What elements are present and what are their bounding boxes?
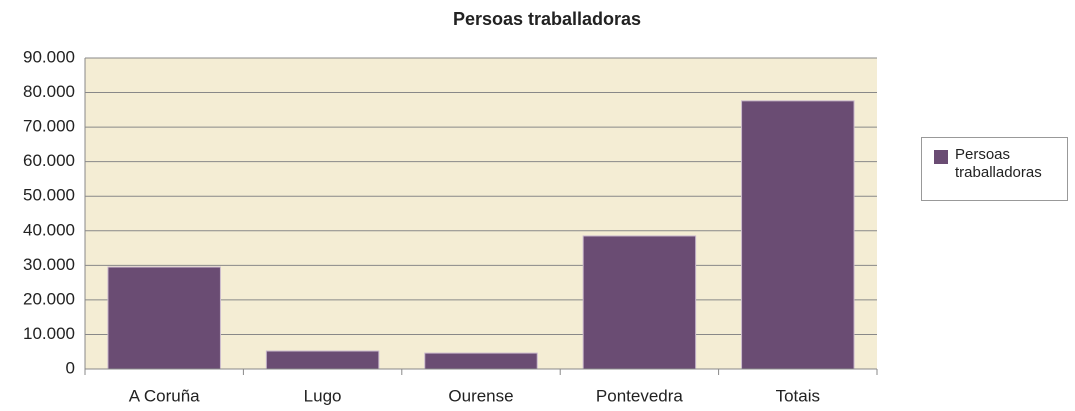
y-tick-label: 90.000 [23, 47, 75, 66]
legend-swatch [934, 150, 948, 164]
bar [265, 350, 380, 370]
y-tick-label: 40.000 [23, 220, 75, 239]
y-tick-label: 50.000 [23, 186, 75, 205]
y-tick-label: 20.000 [23, 289, 75, 308]
y-tick-label: 10.000 [23, 324, 75, 343]
x-tick-label: Pontevedra [596, 386, 683, 405]
y-tick-label: 60.000 [23, 151, 75, 170]
y-tick-label: 70.000 [23, 117, 75, 136]
bar [107, 266, 221, 370]
chart-title: Persoas traballadoras [453, 9, 641, 29]
legend-label: Persoas traballadoras [955, 146, 1042, 181]
x-tick-label: Totais [776, 386, 820, 405]
x-tick-label: Ourense [448, 386, 513, 405]
legend: Persoas traballadoras [921, 137, 1068, 201]
y-tick-label: 80.000 [23, 82, 75, 101]
x-tick-label: Lugo [304, 386, 342, 405]
bar [424, 352, 538, 370]
y-tick-label: 0 [66, 358, 75, 377]
y-tick-label: 30.000 [23, 255, 75, 274]
x-tick-label: A Coruña [129, 386, 200, 405]
bar [582, 235, 697, 370]
bar [741, 100, 855, 370]
